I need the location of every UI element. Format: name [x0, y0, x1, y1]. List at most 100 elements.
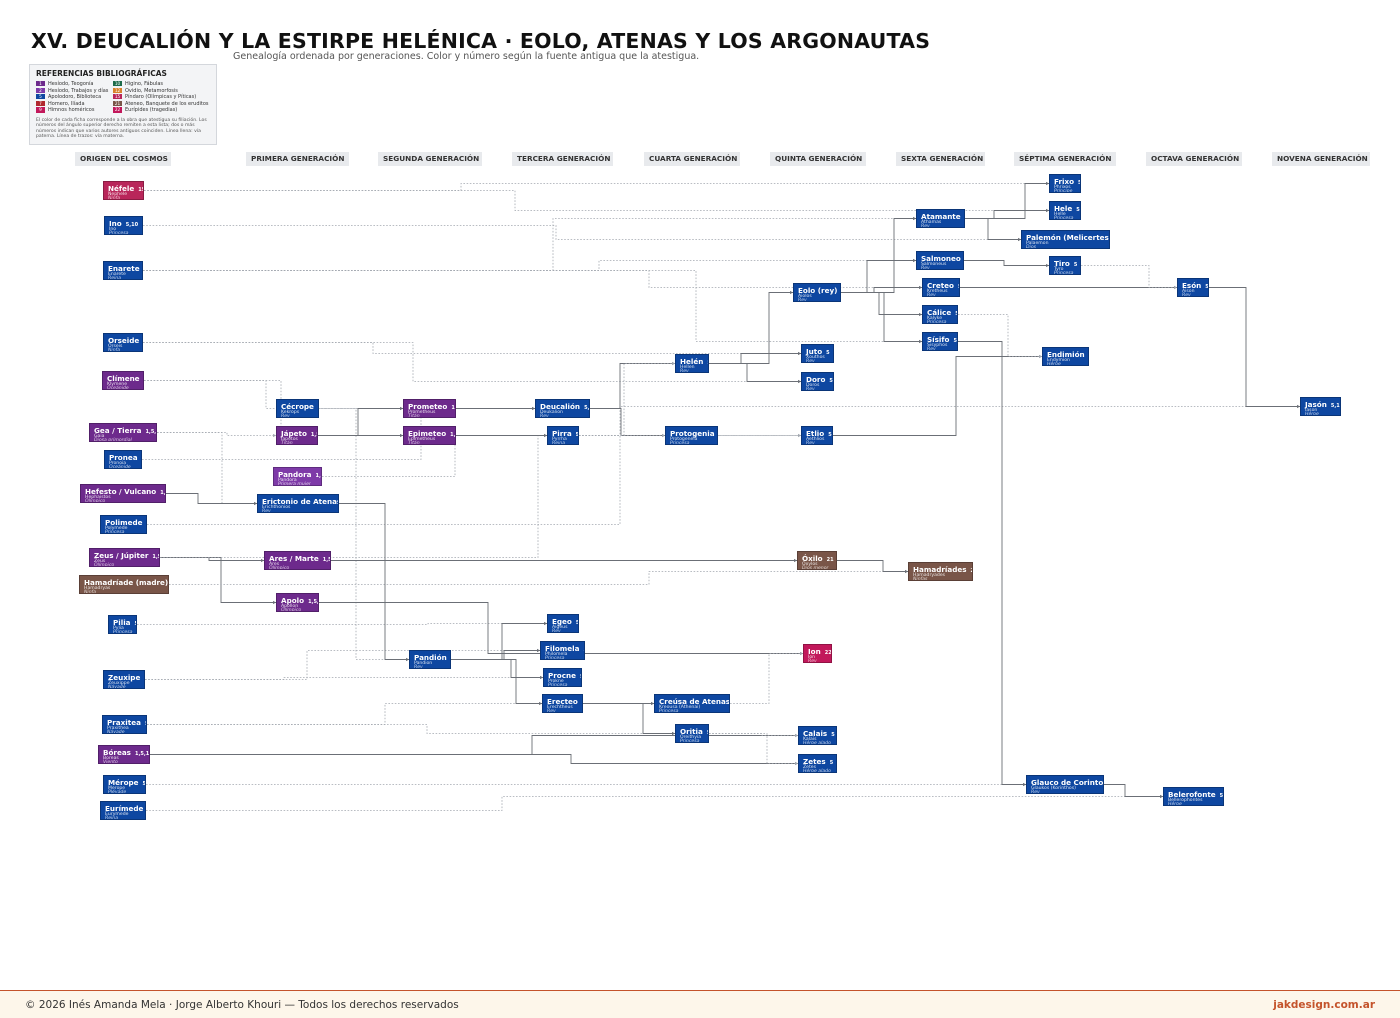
paternal-link	[841, 219, 916, 293]
node-polimede[interactable]: Polimede5PolymedePrincesa	[100, 515, 147, 534]
node-pandion[interactable]: Pandión5PandionRey	[409, 650, 451, 669]
node-eolo[interactable]: Eolo (rey)5AiolosRey	[793, 283, 841, 302]
maternal-link	[145, 678, 543, 680]
maternal-link	[157, 433, 276, 436]
node-source-numbers: 5	[135, 621, 137, 627]
node-zeuxipe[interactable]: Zeuxipe5ZeuxippeNáyade	[103, 670, 145, 689]
node-climene[interactable]: Clímene1KlymeneOceánide	[102, 371, 144, 390]
node-hamadriades[interactable]: Hamadríades21HamadryadesNinfas	[908, 562, 973, 581]
node-role: Diosa primordial	[94, 438, 132, 442]
node-role: Reina	[105, 816, 118, 820]
node-role: Princesa	[927, 320, 946, 324]
node-protogenia[interactable]: Protogenia5ProtogeneiaPrincesa	[665, 426, 718, 445]
node-erictonio[interactable]: Erictonio de Atenas5ErichthoniosRey	[257, 494, 339, 513]
node-source-numbers: 5	[1076, 207, 1079, 213]
node-role: Rey	[927, 347, 936, 351]
node-calice[interactable]: Cálice5KalykePrincesa	[922, 305, 958, 324]
node-source-numbers: 5	[958, 284, 960, 290]
node-role: Héroe alado	[803, 741, 831, 745]
node-cecrope[interactable]: Cécrope5KekropsRey	[276, 399, 319, 418]
node-palemon[interactable]: Palemón (Melicertes)5PalaemonDios	[1021, 230, 1110, 249]
node-role: Ninfa	[84, 590, 96, 594]
paternal-link	[837, 561, 908, 572]
node-source-numbers: 5	[576, 432, 579, 438]
node-role: Princesa	[659, 709, 678, 713]
node-source-numbers: 5	[831, 732, 834, 738]
node-orseide[interactable]: Orseide5OrseisNinfa	[103, 333, 143, 352]
node-glauco[interactable]: Glauco de Corinto5Glaukos (Korinthos)Rey	[1026, 775, 1104, 794]
node-helen[interactable]: Helén5HellenRey	[675, 354, 709, 373]
node-source-numbers: 1,5,7	[323, 557, 331, 563]
node-procne[interactable]: Procne5ProknePrincesa	[543, 668, 582, 687]
node-frixo[interactable]: Frixo5PhrixosPríncipe	[1049, 174, 1081, 193]
paternal-link	[451, 660, 542, 704]
paternal-link	[841, 293, 922, 342]
node-egeo[interactable]: Egeo5AigeusRey	[547, 614, 579, 633]
node-pilia[interactable]: Pilia5PyliaPrincesa	[108, 615, 137, 634]
maternal-link	[143, 219, 916, 271]
node-oritia[interactable]: Oritia5OreithyiaPrincesa	[675, 724, 709, 743]
node-nefele[interactable]: Néfele15NepheleNinfa	[103, 181, 144, 200]
node-role: Ninfa	[108, 196, 120, 200]
node-role: Rey	[806, 441, 815, 445]
node-source-numbers: 5	[580, 674, 582, 680]
node-role: Héroe	[1047, 362, 1061, 366]
node-role: Dios	[1026, 245, 1036, 249]
footer-site-link[interactable]: jakdesign.com.ar	[1273, 999, 1375, 1011]
node-filomela[interactable]: Filomela5PhilomelaPrincesa	[540, 641, 585, 660]
node-endimion[interactable]: Endimión5EndymionHéroe	[1042, 347, 1089, 366]
node-enarete[interactable]: Enarete5EnareteReina	[103, 261, 143, 280]
maternal-link	[709, 734, 798, 764]
node-erecteo[interactable]: Erecteo5ErechtheusRey	[542, 694, 583, 713]
maternal-link	[144, 191, 1049, 211]
node-creusa[interactable]: Creúsa de Atenas5Kreousa (Athenai)Prince…	[654, 694, 730, 713]
node-role: Rey	[806, 359, 815, 363]
node-creteo[interactable]: Creteo5KretheusRey	[922, 278, 960, 297]
node-pronea[interactable]: Pronea5PronoiaOceánide	[104, 450, 142, 469]
node-atamante[interactable]: Atamante5AthamasRey	[916, 209, 965, 228]
node-role: Rey	[262, 509, 271, 513]
node-role: Olímpico	[269, 566, 289, 570]
node-salmoneo[interactable]: Salmoneo5SalmoneusRey	[916, 251, 964, 270]
node-praxitea[interactable]: Praxitea5PraxitheaNáyade	[102, 715, 147, 734]
maternal-link	[143, 343, 801, 354]
node-source-numbers: 5	[953, 338, 956, 344]
node-role: Reina	[108, 276, 121, 280]
paternal-link	[451, 624, 547, 660]
node-source-numbers: 1,5	[451, 405, 456, 411]
node-role: Olímpico	[94, 563, 114, 567]
node-role: Rey	[552, 629, 561, 633]
node-role: Rey	[281, 414, 290, 418]
node-role: Princesa	[109, 231, 128, 235]
node-hamadriade[interactable]: Hamadríade (madre)21HamadryasNinfa	[79, 575, 169, 594]
node-eurimede[interactable]: Eurímede5EurymedeReina	[100, 801, 146, 820]
node-source-numbers: 1,5,9	[308, 599, 319, 605]
